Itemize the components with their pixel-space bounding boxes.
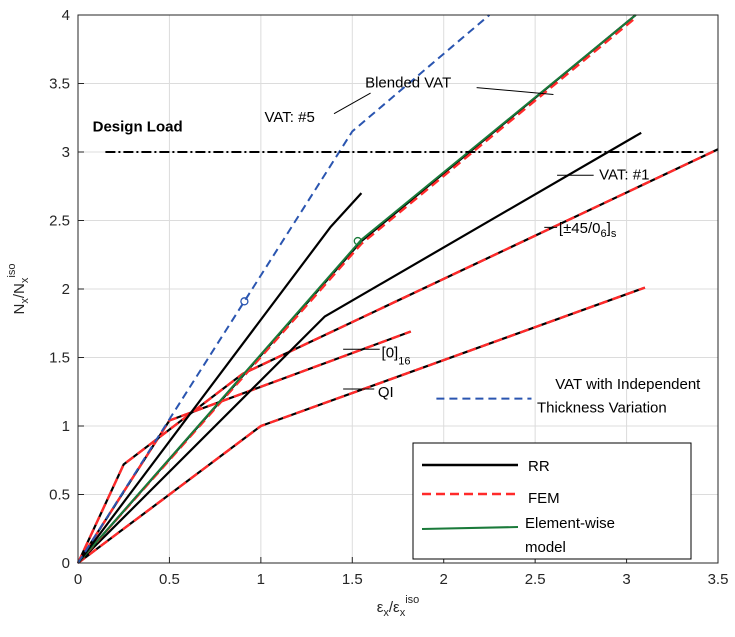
tick-labels: 0 0.5 1 1.5 2 2.5 3 3.5 0 0.5 1 1.5 2 2.5 3 3.5 4: [49, 7, 728, 588]
legend-fem-label: FEM: [528, 490, 560, 507]
y-tick-label-7: 3.5: [49, 76, 70, 93]
label-45-06s: [±45/06]s: [559, 220, 617, 240]
x-tick-label-4: 2: [440, 571, 448, 588]
y-tick-label-2: 1: [62, 418, 70, 435]
y-tick-label-5: 2.5: [49, 213, 70, 230]
y-tick-label-4: 2: [62, 281, 70, 298]
annotation-6: Thickness Variation: [537, 399, 667, 416]
annotation-leader-2: [476, 87, 554, 95]
x-tick-label-5: 2.5: [525, 571, 546, 588]
marker-1: [353, 236, 362, 246]
x-tick-label-7: 3.5: [708, 571, 729, 588]
legend-element-line: [421, 526, 519, 530]
annotation-1: VAT: #5: [265, 109, 315, 126]
x-tick-label-0: 0: [74, 571, 82, 588]
y-tick-label-6: 3: [62, 144, 70, 161]
series-fem-5: [76, 148, 719, 564]
annotation-2: Blended VAT: [365, 75, 451, 92]
annotations-layer: Design Load VAT: #5 Blended VAT VAT: #1 QI VA…: [93, 75, 702, 417]
y-tick-label-8: 4: [62, 7, 70, 24]
y-tick-label-3: 1.5: [49, 350, 70, 367]
annotation-5: VAT with Independent: [555, 376, 701, 393]
legend-rr-label: RR: [528, 458, 550, 475]
x-axis-label: εx/εxiso: [377, 594, 420, 619]
y-axis-label: Nx/Nxiso: [6, 264, 31, 315]
series-fem-1: [77, 286, 646, 564]
annotation-4: QI: [378, 384, 394, 401]
series-layer: [76, 14, 719, 564]
legend-model-label: model: [525, 539, 566, 556]
series-rr-6: [77, 131, 642, 564]
x-tick-label-3: 1.5: [342, 571, 363, 588]
x-tick-label-1: 0.5: [159, 571, 180, 588]
legend-element-label: Element-wise: [525, 515, 615, 532]
y-tick-label-0: 0: [62, 555, 70, 572]
x-tick-label-2: 1: [257, 571, 265, 588]
marker-0: [240, 297, 249, 306]
label-0-16: [0]16: [382, 345, 411, 368]
legend: RR FEM Element-wise model: [412, 442, 692, 560]
annotation-3: VAT: #1: [599, 166, 649, 183]
annotation-leader-1: [333, 92, 371, 115]
series-rr-10: [77, 192, 363, 564]
legend-box: [412, 442, 692, 560]
series-vat_indep-11: [77, 14, 491, 564]
annotation-0: Design Load: [93, 118, 183, 135]
x-tick-label-6: 3: [622, 571, 630, 588]
y-tick-label-1: 0.5: [49, 487, 70, 504]
